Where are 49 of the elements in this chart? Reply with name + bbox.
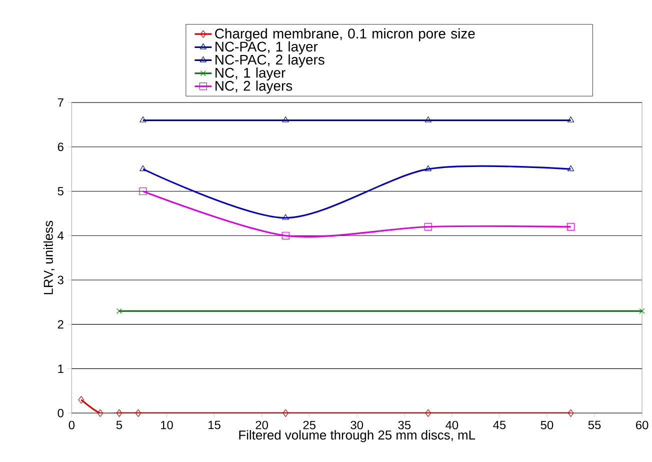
point: [78, 396, 84, 404]
point: [135, 409, 142, 417]
x-tick-label: 0: [68, 420, 75, 430]
point: [567, 116, 574, 122]
y-tick-label: 6: [58, 142, 64, 152]
legend-label: NC, 2 layers: [216, 80, 292, 94]
y-tick-label: 3: [58, 276, 64, 284]
x-tick-label: 10: [161, 420, 173, 430]
point: [567, 165, 574, 172]
x-axis-title: Filtered volume through 25 mm discs, mL: [239, 430, 476, 442]
x-tick-label: 45: [493, 420, 506, 430]
point: [424, 116, 432, 122]
x-tick-label: 50: [540, 420, 554, 430]
point: [282, 116, 289, 122]
y-tick-label: 5: [58, 187, 64, 196]
x-tick-label: 15: [208, 420, 220, 430]
point: [116, 308, 122, 314]
x-tick-label: 35: [398, 420, 411, 430]
point: [282, 214, 289, 220]
point: [566, 223, 575, 231]
point: [139, 188, 147, 196]
y-tick-label: 2: [58, 320, 64, 329]
y-axis-title: LRV, unitless: [43, 220, 54, 294]
x-tick-label: 5: [116, 420, 122, 430]
point: [424, 165, 432, 172]
y-tick-label: 0: [58, 408, 64, 418]
x-tick-label: 30: [350, 420, 364, 430]
point: [568, 409, 574, 417]
legend-label: NC-PAC, 1 layer: [216, 41, 318, 54]
y-tick-label: 4: [58, 232, 64, 240]
x-tick-label: 20: [256, 420, 268, 430]
legend-label: NC-PAC, 2 layers: [216, 54, 324, 68]
y-tick-label: 7: [58, 98, 64, 107]
legend-label: Charged membrane, 0.1 micron pore size: [215, 28, 475, 42]
y-tick-label: 1: [58, 364, 64, 373]
x-tick-label: 55: [588, 420, 601, 430]
point: [140, 165, 146, 172]
x-tick-label: 40: [446, 420, 458, 430]
point: [97, 409, 104, 417]
x-tick-label: 60: [636, 420, 648, 430]
point: [116, 409, 122, 417]
point: [282, 232, 290, 240]
point: [140, 116, 146, 122]
point: [282, 409, 288, 417]
legend-label: NC, 1 layer: [216, 68, 286, 81]
point: [424, 223, 432, 231]
point: [425, 409, 432, 417]
point: [639, 308, 645, 314]
x-tick-label: 25: [303, 420, 316, 430]
